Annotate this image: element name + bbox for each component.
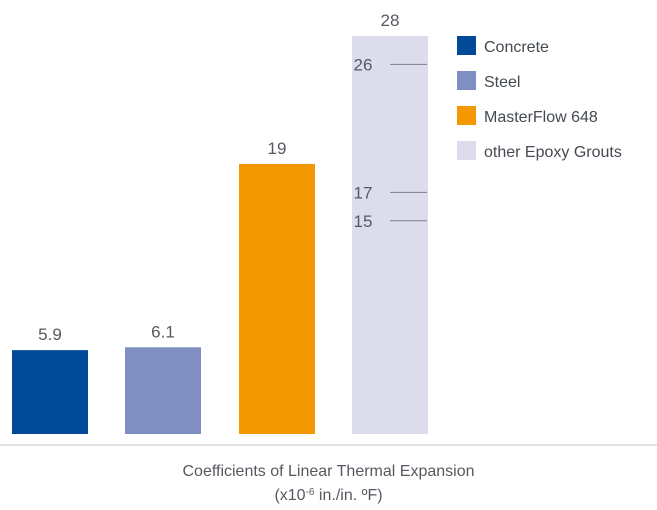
bar-concrete [12, 350, 88, 434]
bar-masterflow-648 [239, 163, 315, 434]
x-axis-title: Coefficients of Linear Thermal Expansion [182, 463, 475, 480]
legend-label-steel: Steel [484, 74, 520, 91]
range-markers: 26 17 15 [354, 55, 427, 231]
value-labels: 5.9 6.1 19 28 [38, 11, 399, 344]
range-label-17: 17 [354, 183, 373, 202]
legend-swatch-masterflow-648 [457, 106, 476, 125]
legend-label-masterflow-648: MasterFlow 648 [484, 109, 598, 126]
bars [12, 36, 428, 434]
range-label-15: 15 [354, 212, 373, 231]
value-label-other-epoxy-grouts: 28 [381, 11, 400, 30]
bar-steel [125, 347, 201, 434]
legend-swatch-steel [457, 71, 476, 90]
range-label-26: 26 [354, 55, 373, 74]
value-label-concrete: 5.9 [38, 325, 62, 344]
legend-label-other-epoxy-grouts: other Epoxy Grouts [484, 144, 622, 161]
value-label-steel: 6.1 [151, 322, 175, 341]
value-label-masterflow-648: 19 [268, 139, 287, 158]
x-axis-unit: (x10-6 in./in. ºF) [0, 486, 657, 506]
unit-exponent: -6 [305, 487, 315, 498]
unit-suffix: in./in. ºF) [314, 487, 383, 504]
legend-swatch-concrete [457, 36, 476, 55]
legend-label-concrete: Concrete [484, 39, 549, 56]
bar-other-epoxy-grouts [352, 36, 428, 434]
legend: Concrete Steel MasterFlow 648 other Epoxy G… [457, 36, 622, 161]
legend-swatch-other-epoxy-grouts [457, 141, 476, 160]
unit-prefix: (x10 [274, 487, 306, 504]
